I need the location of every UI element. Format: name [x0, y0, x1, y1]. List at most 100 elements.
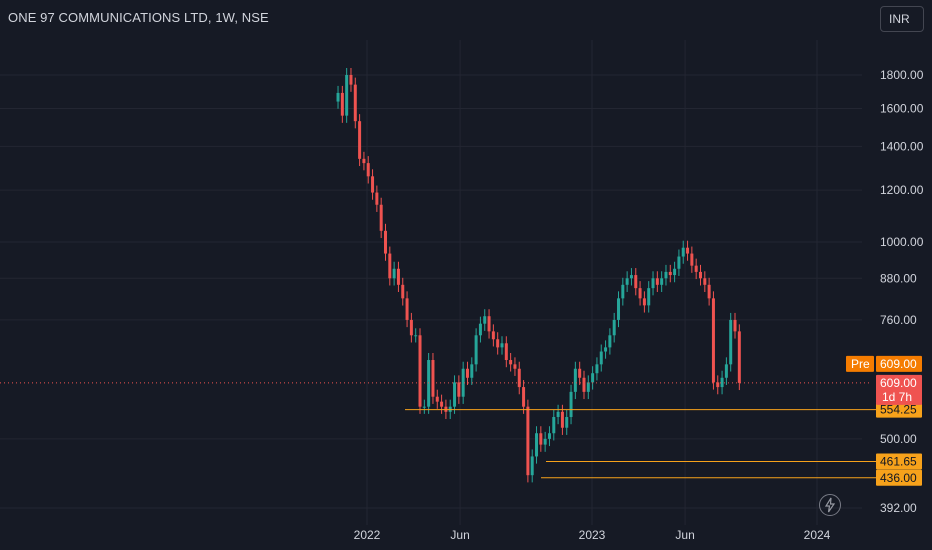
- candle-body: [388, 253, 392, 279]
- x-tick-label: Jun: [675, 528, 694, 542]
- candle-body: [509, 360, 513, 365]
- candle-body: [543, 438, 547, 445]
- candle-body: [634, 275, 638, 289]
- lightning-icon[interactable]: [819, 494, 841, 516]
- candle-body: [453, 382, 457, 407]
- candle-body: [698, 271, 702, 279]
- last-price-label: 609.00: [880, 376, 917, 390]
- candle-body: [336, 92, 340, 102]
- candle-body: [414, 335, 418, 337]
- candle-body: [677, 256, 681, 269]
- candle-body: [483, 316, 487, 324]
- candle-body: [491, 331, 495, 340]
- candle-body: [629, 275, 633, 279]
- chart-title: ONE 97 COMMUNICATIONS LTD, 1W, NSE: [8, 10, 269, 25]
- candle-body: [591, 373, 595, 383]
- candle-body: [694, 265, 698, 272]
- candle-body: [642, 298, 646, 306]
- candle-body: [716, 382, 720, 388]
- pre-price-label: 609.00: [880, 357, 917, 371]
- candle-body: [556, 411, 560, 418]
- candle-body: [612, 319, 616, 336]
- candle-body: [664, 271, 668, 279]
- candle-body: [440, 401, 444, 407]
- candle-body: [461, 368, 465, 397]
- candle-body: [383, 230, 387, 254]
- candle-body: [379, 204, 383, 231]
- candle-body: [539, 433, 543, 445]
- candle-body: [552, 417, 556, 434]
- level-tag: [876, 401, 922, 418]
- candle-body: [617, 298, 621, 320]
- level-tag: [876, 453, 922, 470]
- candle-body: [401, 284, 405, 299]
- candle-body: [621, 284, 625, 299]
- y-tick-label: 1800.00: [880, 68, 924, 82]
- candle-body: [582, 377, 586, 392]
- candle-body: [375, 192, 379, 205]
- candle-body: [604, 347, 608, 352]
- candle-body: [733, 319, 737, 332]
- candle-body: [522, 387, 526, 407]
- candle-body: [729, 319, 733, 365]
- level-tag-label: 554.25: [880, 403, 917, 417]
- level-tag-label: 461.65: [880, 455, 917, 469]
- candle-body: [625, 278, 629, 285]
- candle-body: [353, 84, 357, 122]
- candle-body: [362, 158, 366, 164]
- candle-body: [349, 75, 353, 85]
- currency-selector[interactable]: INR: [880, 6, 924, 32]
- candle-body: [668, 271, 672, 276]
- candle-body: [560, 411, 564, 428]
- candle-body: [720, 377, 724, 388]
- candle-body: [690, 253, 694, 266]
- level-tag: [876, 469, 922, 486]
- candle-body: [595, 364, 599, 374]
- candle-body: [638, 288, 642, 299]
- candle-body: [647, 288, 651, 306]
- candle-body: [578, 368, 582, 378]
- candle-body: [345, 75, 349, 116]
- y-tick-label: 392.00: [880, 501, 917, 515]
- y-tick-label: 1200.00: [880, 183, 924, 197]
- candle-body: [535, 433, 539, 457]
- candle-body: [660, 278, 664, 285]
- candle-body: [340, 92, 344, 116]
- candle-body: [655, 278, 659, 285]
- candle-body: [418, 335, 422, 407]
- x-tick-label: Jun: [450, 528, 469, 542]
- candle-body: [470, 364, 474, 378]
- candle-body: [504, 343, 508, 361]
- candle-body: [686, 247, 690, 254]
- candle-body: [396, 268, 400, 285]
- x-tick-label: 2022: [354, 528, 381, 542]
- candle-body: [422, 406, 426, 408]
- candle-body: [500, 343, 504, 348]
- candle-body: [547, 433, 551, 439]
- candle-body: [465, 368, 469, 378]
- candle-body: [711, 298, 715, 383]
- candle-body: [681, 247, 685, 257]
- candle-body: [703, 278, 707, 285]
- candle-body: [737, 331, 741, 383]
- candle-body: [673, 268, 677, 276]
- candle-body: [392, 268, 396, 279]
- candle-body: [707, 284, 711, 299]
- candle-body: [496, 339, 500, 348]
- candle-body: [435, 396, 439, 402]
- y-tick-label: 760.00: [880, 313, 917, 327]
- pre-price-tag: [876, 355, 922, 372]
- last-price-tag: [876, 374, 922, 405]
- candle-body: [651, 278, 655, 289]
- candle-body: [478, 323, 482, 336]
- candle-body: [474, 335, 478, 365]
- candle-body: [565, 417, 569, 428]
- candle-body: [358, 121, 362, 159]
- countdown-label: 1d 7h: [882, 390, 912, 404]
- pre-tag-label: Pre: [851, 357, 870, 371]
- candle-body: [513, 364, 517, 369]
- candle-body: [526, 406, 530, 476]
- candle-body: [599, 351, 603, 365]
- candle-body: [573, 368, 577, 392]
